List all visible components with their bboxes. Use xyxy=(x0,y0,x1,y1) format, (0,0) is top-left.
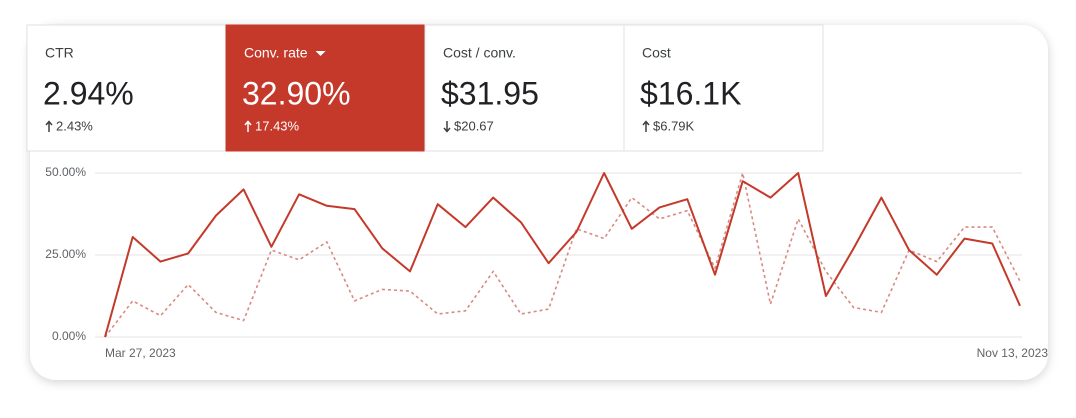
card-background xyxy=(623,24,824,152)
metric-card[interactable]: Cost $16.1K $6.79K xyxy=(623,24,824,152)
card-change: $6.79K xyxy=(653,118,695,133)
y-tick-label: 50.00% xyxy=(45,165,86,179)
series-line xyxy=(104,172,1021,338)
metric-card[interactable]: Conv. rate 32.90% 17.43% xyxy=(225,24,426,152)
x-tick-label: Nov 13, 2023 xyxy=(977,346,1049,360)
card-value: 32.90% xyxy=(242,75,351,111)
chart: 0.00% 25.00% 50.00% Mar 27, 2023 Nov 13, 202… xyxy=(45,165,1048,360)
card-value: $31.95 xyxy=(441,75,539,111)
series-line xyxy=(104,172,1021,338)
card-change: $20.67 xyxy=(454,118,494,133)
card-change: 17.43% xyxy=(255,118,300,133)
metric-card[interactable]: Cost / conv. $31.95 $20.67 xyxy=(424,24,625,152)
card-background xyxy=(225,24,426,152)
card-row: CTR 2.94% 2.43% Conv. rate 32.90% 17.43% Cost … xyxy=(26,24,824,152)
card-change: 2.43% xyxy=(56,118,93,133)
metric-card[interactable]: CTR 2.94% 2.43% xyxy=(26,24,227,152)
card-label: Cost xyxy=(642,45,671,61)
card-label: CTR xyxy=(45,45,74,61)
card-value: $16.1K xyxy=(640,75,741,111)
y-tick-label: 0.00% xyxy=(52,329,86,343)
change-arrow xyxy=(45,120,53,132)
card-label: Conv. rate xyxy=(244,45,308,61)
change-arrow xyxy=(244,120,252,132)
x-tick-label: Mar 27, 2023 xyxy=(105,346,176,360)
y-tick-label: 25.00% xyxy=(45,247,86,261)
change-arrow xyxy=(642,120,650,132)
card-value: 2.94% xyxy=(43,75,134,111)
card-label: Cost / conv. xyxy=(443,45,516,61)
card-background xyxy=(424,24,625,152)
change-arrow xyxy=(443,121,451,133)
dropdown-caret xyxy=(315,51,326,56)
